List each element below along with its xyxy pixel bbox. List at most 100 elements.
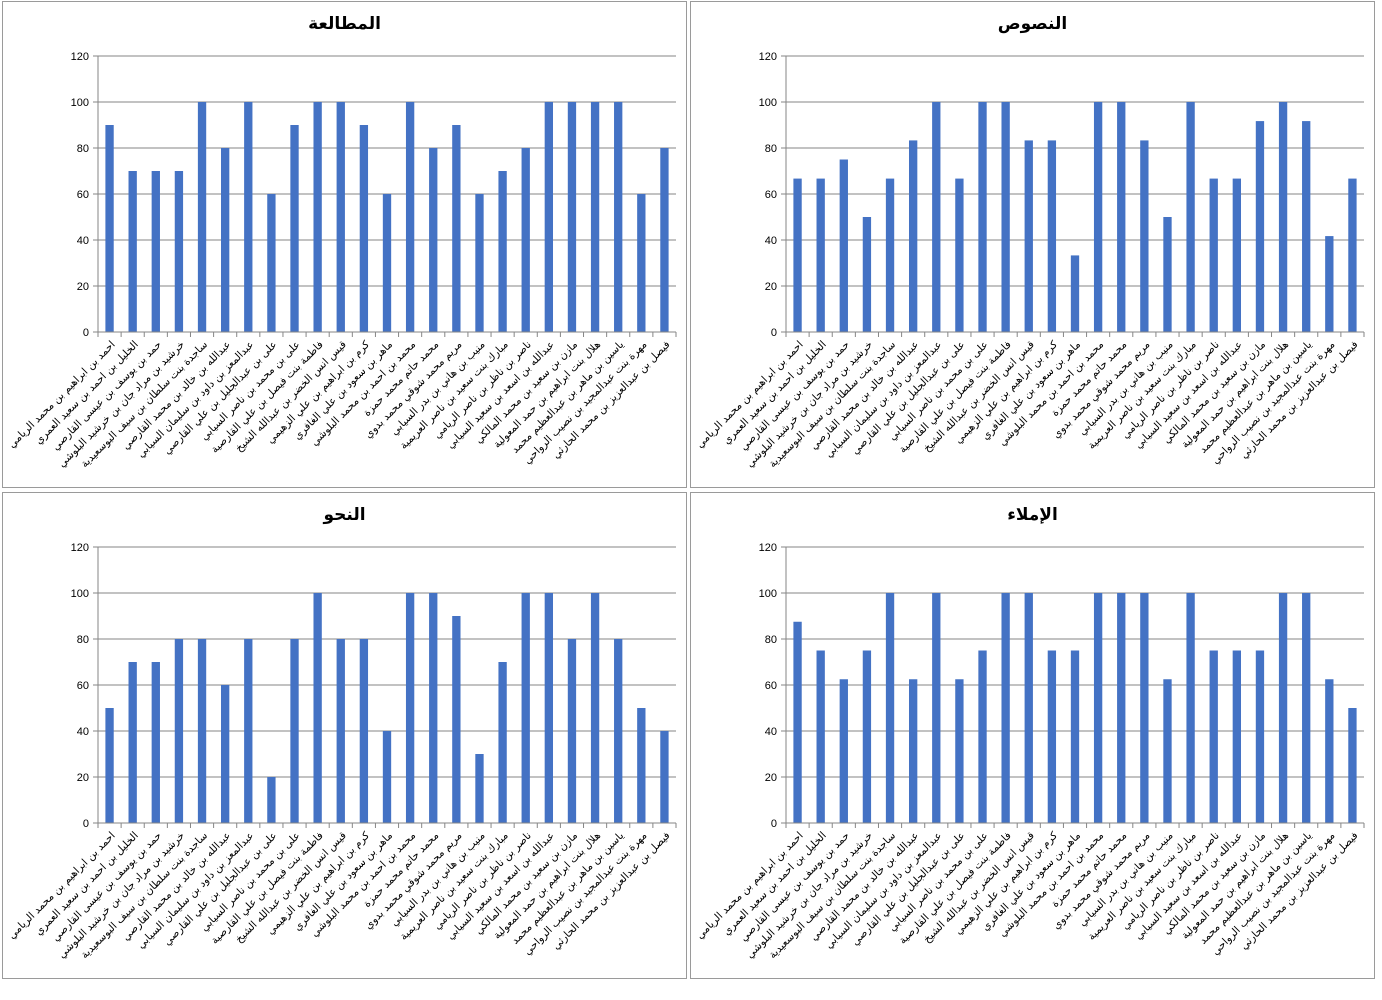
y-tick-label: 80: [765, 143, 777, 155]
bar: [862, 217, 872, 332]
bar: [1024, 593, 1033, 823]
bar: [382, 731, 392, 823]
bar: [1140, 593, 1149, 823]
bar: [1325, 679, 1334, 823]
bar: [544, 593, 554, 823]
bar: [336, 102, 345, 332]
bar: [197, 639, 207, 823]
bar: [475, 194, 484, 332]
bar: [793, 178, 802, 332]
bar: [637, 194, 646, 332]
y-tick-label: 40: [765, 726, 777, 738]
bar: [1047, 140, 1057, 332]
y-tick-label: 120: [71, 51, 89, 63]
bar: [220, 685, 230, 823]
chart-title: النحو: [323, 505, 366, 525]
bar: [1070, 650, 1080, 823]
bar: [1163, 679, 1172, 823]
bar: [614, 102, 623, 332]
bar: [244, 102, 253, 332]
bar: [590, 593, 600, 823]
bar: [429, 593, 438, 823]
bar: [290, 125, 299, 332]
bar: [1093, 593, 1103, 823]
bar: [405, 593, 415, 823]
bar: [932, 593, 941, 823]
bar: [290, 639, 299, 823]
chart-title: النصوص: [997, 14, 1068, 34]
chart-panel-dictation: الإملاء 0 20 40 60 80 100 120 احمد بن ابراهيم ب…: [690, 492, 1375, 979]
chart-panel-reading: المطالعة 0 20 40 60 80 100 120 احمد بن ابراهيم …: [2, 1, 687, 488]
bar: [1117, 102, 1126, 332]
y-tick-label: 80: [77, 634, 89, 646]
bar: [1001, 102, 1010, 332]
bar: [885, 178, 895, 332]
bar: [359, 125, 369, 332]
bar: [267, 194, 276, 332]
y-tick-label: 40: [765, 235, 777, 247]
y-tick-label: 60: [765, 189, 777, 201]
bar: [174, 639, 184, 823]
y-tick-label: 20: [77, 281, 89, 293]
bar: [544, 102, 554, 332]
chart-title: الإملاء: [1007, 505, 1058, 525]
y-tick-label: 0: [83, 327, 89, 339]
bar: [429, 148, 438, 332]
bar: [174, 171, 184, 332]
bar: [1325, 236, 1334, 332]
bar: [244, 639, 253, 823]
bar: [1024, 140, 1033, 332]
bar: [105, 708, 114, 823]
chart-panel-grammar: النحو 0 20 40 60 80 100 120 احمد بن ابراهيم بن …: [2, 492, 687, 979]
bar: [267, 777, 276, 823]
bar: [908, 679, 918, 823]
bar: [1209, 650, 1218, 823]
bar: [128, 662, 137, 823]
bar: [955, 679, 964, 823]
y-tick-label: 100: [759, 97, 777, 109]
bar: [382, 194, 392, 332]
bar: [313, 593, 322, 823]
bar: [452, 125, 461, 332]
bar: [567, 102, 577, 332]
y-tick-label: 60: [765, 680, 777, 692]
y-tick-label: 80: [765, 634, 777, 646]
bar: [1001, 593, 1010, 823]
bar: [637, 708, 646, 823]
bar: [816, 178, 825, 332]
bar: [1302, 593, 1311, 823]
bar: [816, 650, 825, 823]
bar: [1232, 650, 1242, 823]
bar: [475, 754, 484, 823]
y-tick-label: 120: [759, 542, 777, 554]
y-tick-label: 0: [83, 818, 89, 830]
bar: [336, 639, 345, 823]
bar: [660, 731, 669, 823]
y-tick-label: 20: [765, 772, 777, 784]
bar: [1348, 178, 1357, 332]
y-tick-label: 80: [77, 143, 89, 155]
y-tick-label: 0: [771, 327, 777, 339]
bar: [1140, 140, 1149, 332]
y-tick-label: 20: [765, 281, 777, 293]
bar: [1302, 121, 1311, 332]
bar: [590, 102, 600, 332]
bar: [151, 171, 160, 332]
bar: [1047, 650, 1057, 823]
bar: [1278, 102, 1288, 332]
bar: [955, 178, 964, 332]
bar: [1186, 102, 1195, 332]
bar: [1255, 121, 1265, 332]
bar: [1348, 708, 1357, 823]
bar: [862, 650, 872, 823]
bar: [1117, 593, 1126, 823]
bar: [1070, 255, 1080, 332]
y-tick-label: 40: [77, 235, 89, 247]
bar: [908, 140, 918, 332]
bar: [359, 639, 369, 823]
chart-title: المطالعة: [308, 14, 381, 34]
bar: [197, 102, 207, 332]
bar: [567, 639, 577, 823]
